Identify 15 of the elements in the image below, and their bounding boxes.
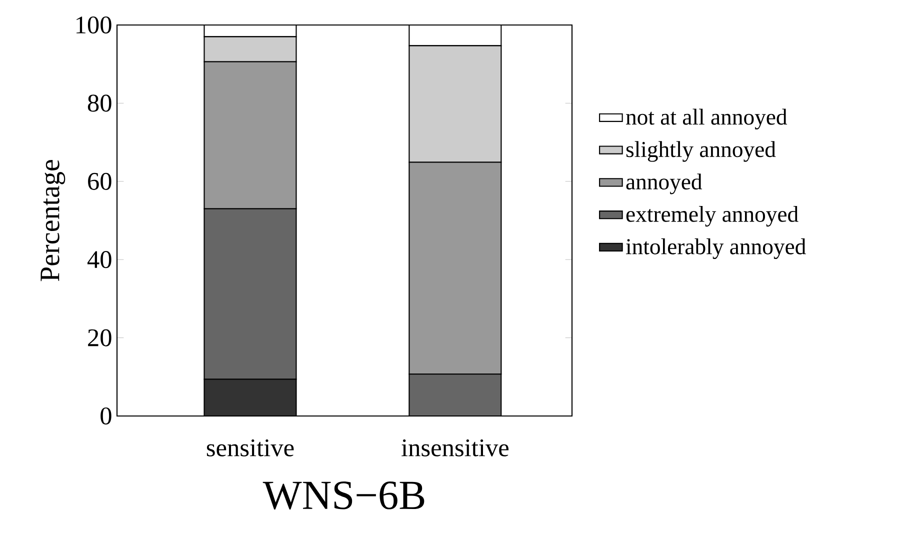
y-tick-label: 100 <box>76 16 112 34</box>
x-tick-label: sensitive <box>206 439 294 456</box>
legend-label: extremely annoyed <box>626 206 798 227</box>
x-axis-title: WNS−6B <box>262 482 424 510</box>
y-tick-label: 40 <box>87 251 112 268</box>
y-tick-label: 0 <box>100 407 112 425</box>
y-tick-label: 20 <box>88 329 112 346</box>
y-tick-label: 60 <box>88 172 112 190</box>
legend-label: intolerably annoyed <box>626 238 806 259</box>
legend-label: annoyed <box>626 174 702 194</box>
y-axis-title: Percentage <box>40 160 66 282</box>
x-tick-label: insensitive <box>402 439 508 456</box>
y-tick-label: 80 <box>88 94 112 112</box>
legend-label: not at all annoyed <box>626 108 788 130</box>
legend-label: slightly annoyed <box>626 141 776 162</box>
